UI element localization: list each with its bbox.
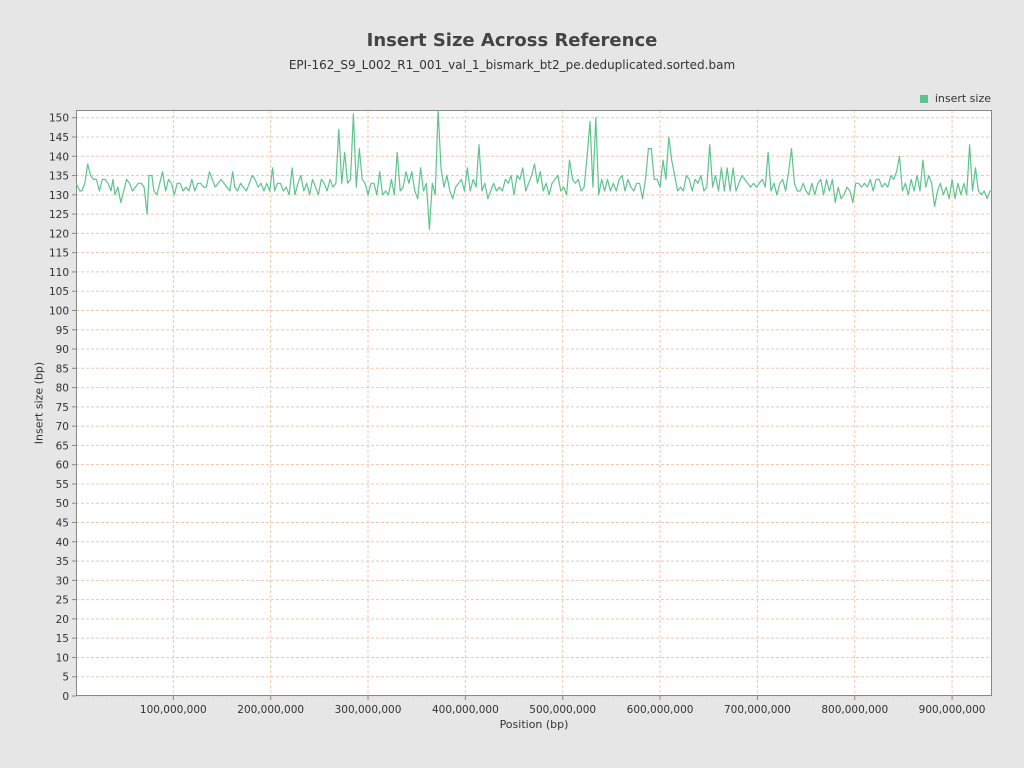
y-tick-label: 45 (56, 518, 69, 530)
plot-border (76, 110, 992, 696)
y-tick-label: 105 (49, 286, 69, 298)
y-tick-label: 95 (56, 325, 69, 337)
y-tick-label: 5 (62, 672, 69, 684)
y-tick-label: 35 (56, 556, 69, 568)
x-tick-label: 600,000,000 (627, 704, 694, 716)
y-tick-label: 145 (49, 132, 69, 144)
y-tick-label: 60 (56, 460, 69, 472)
x-tick-label: 200,000,000 (237, 704, 304, 716)
y-tick-label: 130 (49, 190, 69, 202)
series-line-insert-size (76, 110, 992, 231)
plot-background (76, 110, 992, 696)
x-tick-label: 100,000,000 (140, 704, 207, 716)
x-axis-label: Position (bp) (499, 718, 569, 731)
y-tick-label: 120 (49, 228, 69, 240)
y-tick-label: 70 (56, 421, 69, 433)
y-tick-label: 40 (56, 537, 69, 549)
chart-subtitle: EPI-162_S9_L002_R1_001_val_1_bismark_bt2… (288, 58, 736, 72)
y-tick-label: 140 (49, 151, 69, 163)
legend-label: insert size (934, 92, 991, 105)
y-tick-label: 80 (56, 383, 69, 395)
y-tick-label: 30 (56, 575, 69, 587)
y-tick-label: 85 (56, 363, 69, 375)
y-tick-label: 55 (56, 479, 69, 491)
y-tick-label: 90 (56, 344, 69, 356)
y-tick-label: 15 (56, 633, 69, 645)
y-tick-label: 50 (56, 498, 69, 510)
y-tick-label: 110 (49, 267, 69, 279)
x-tick-label: 700,000,000 (724, 704, 791, 716)
x-tick-label: 800,000,000 (821, 704, 888, 716)
y-tick-label: 0 (62, 691, 69, 703)
legend: insert size (919, 92, 991, 105)
legend-swatch-icon (919, 94, 928, 103)
y-tick-label: 10 (56, 652, 69, 664)
y-tick-label: 115 (49, 248, 69, 260)
y-tick-label: 20 (56, 614, 69, 626)
y-tick-label: 75 (56, 402, 69, 414)
x-tick-label: 300,000,000 (335, 704, 402, 716)
y-tick-label: 65 (56, 440, 69, 452)
y-tick-label: 125 (49, 209, 69, 221)
x-tick-label: 400,000,000 (432, 704, 499, 716)
x-tick-label: 900,000,000 (919, 704, 986, 716)
y-tick-label: 25 (56, 595, 69, 607)
chart-title: Insert Size Across Reference (366, 30, 658, 51)
y-tick-label: 100 (49, 305, 69, 317)
y-tick-label: 135 (49, 171, 69, 183)
x-tick-label: 500,000,000 (529, 704, 596, 716)
y-tick-label: 150 (49, 113, 69, 125)
